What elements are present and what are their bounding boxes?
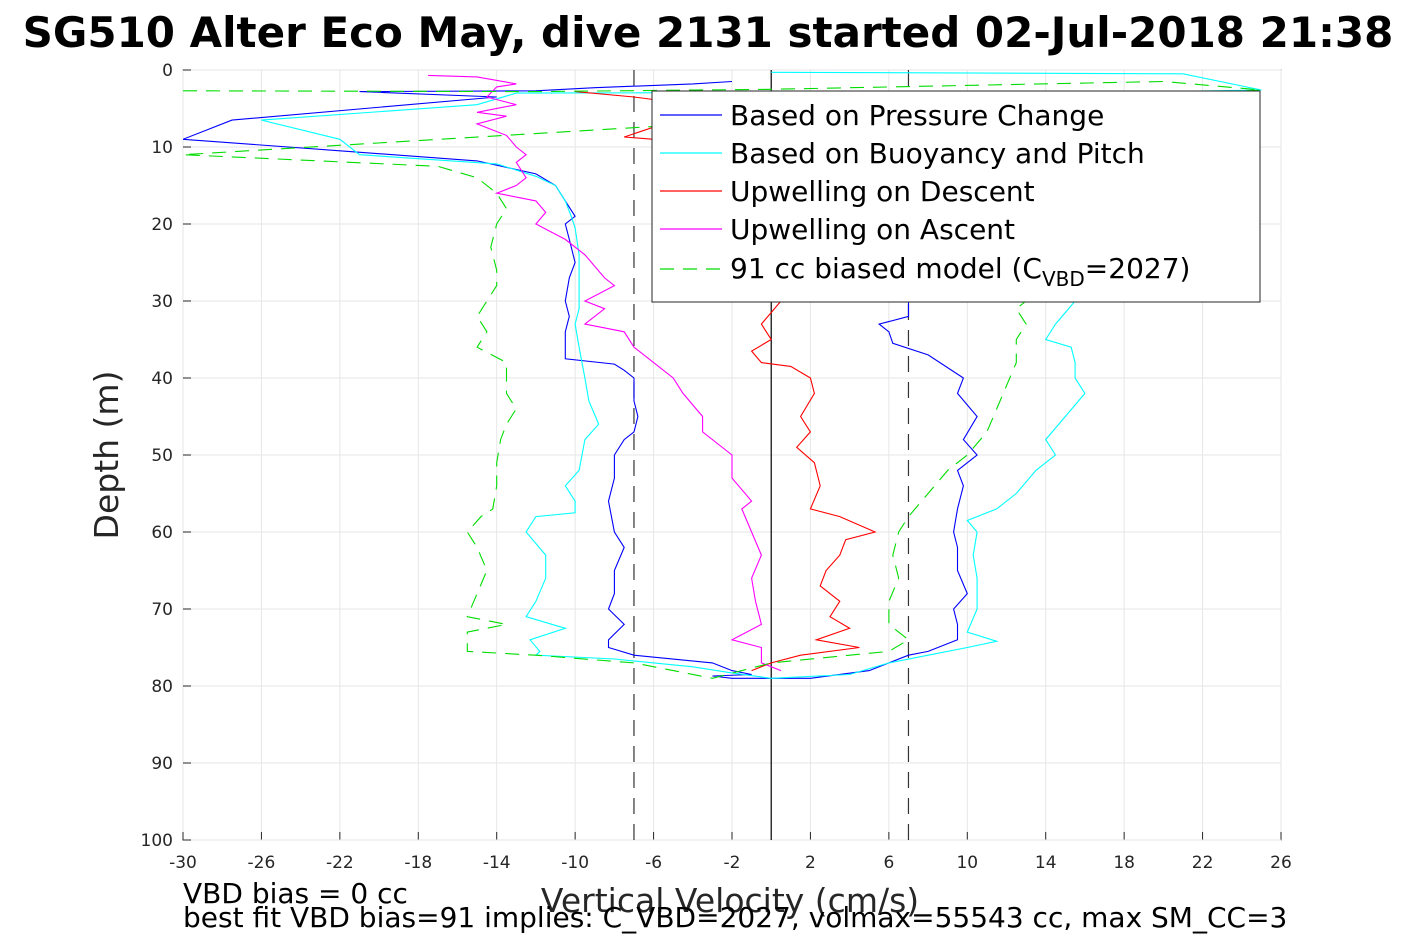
y-tick-label: 90 bbox=[151, 754, 173, 774]
y-tick-label: 10 bbox=[151, 138, 173, 158]
y-tick-label: 100 bbox=[141, 831, 173, 851]
x-tick-label: 26 bbox=[1270, 853, 1292, 873]
x-tick-labels: -30 -26 -22 -18 -14 -10 -6 -2 2 6 10 14 18 22 26 bbox=[169, 853, 1292, 873]
legend-label-model-main: 91 cc biased model (C bbox=[730, 252, 1042, 285]
series-group bbox=[183, 71, 1262, 679]
x-tick-label: -22 bbox=[326, 853, 354, 873]
x-tick-label: -6 bbox=[645, 853, 662, 873]
y-tick-label: 50 bbox=[151, 446, 173, 466]
legend-label-descent: Upwelling on Descent bbox=[730, 175, 1035, 208]
legend-label-model: 91 cc biased model (CVBD=2027) bbox=[730, 252, 1190, 291]
y-tick-label: 70 bbox=[151, 600, 173, 620]
x-axis-label: Vertical Velocity (cm/s) bbox=[541, 881, 919, 920]
vbd-bias-note: VBD bias = 0 cc bbox=[183, 877, 408, 910]
x-tick-label: 18 bbox=[1113, 853, 1135, 873]
x-tick-label: 14 bbox=[1035, 853, 1057, 873]
y-tick-label: 40 bbox=[151, 369, 173, 389]
x-tick-label: -14 bbox=[483, 853, 511, 873]
x-tick-label: -30 bbox=[169, 853, 197, 873]
x-tick-label: 6 bbox=[883, 853, 894, 873]
x-tick-label: -26 bbox=[248, 853, 276, 873]
y-tick-label: 20 bbox=[151, 215, 173, 235]
legend: Based on Pressure Change Based on Buoyan… bbox=[651, 90, 1261, 303]
y-tick-label: 60 bbox=[151, 523, 173, 543]
chart-title: SG510 Alter Eco May, dive 2131 started 0… bbox=[23, 8, 1394, 57]
x-tick-label: 22 bbox=[1192, 853, 1214, 873]
x-tick-label: 2 bbox=[805, 853, 816, 873]
legend-label-pressure: Based on Pressure Change bbox=[730, 99, 1104, 132]
y-tick-label: 0 bbox=[162, 61, 173, 81]
y-tick-label: 30 bbox=[151, 292, 173, 312]
x-tick-label: 10 bbox=[956, 853, 978, 873]
series-line-1 bbox=[261, 71, 1262, 679]
legend-label-model-suffix: =2027) bbox=[1085, 252, 1191, 285]
x-tick-label: -2 bbox=[724, 853, 741, 873]
series-line-2 bbox=[575, 91, 877, 672]
legend-box bbox=[651, 90, 1261, 303]
y-axis-label: Depth (m) bbox=[87, 371, 126, 540]
series-line-3 bbox=[428, 74, 782, 672]
x-tick-label: -10 bbox=[561, 853, 589, 873]
y-tick-label: 80 bbox=[151, 677, 173, 697]
legend-label-buoyancy: Based on Buoyancy and Pitch bbox=[730, 137, 1145, 170]
legend-label-model-sub: VBD bbox=[1042, 267, 1085, 291]
best-fit-note: best fit VBD bias=91 implies: C_VBD=2027… bbox=[183, 901, 1287, 934]
y-tick-labels: 0 10 20 30 40 50 60 70 80 90 100 bbox=[141, 61, 173, 851]
legend-label-ascent: Upwelling on Ascent bbox=[730, 213, 1015, 246]
x-tick-label: -18 bbox=[404, 853, 432, 873]
series-line-4 bbox=[183, 80, 1262, 679]
